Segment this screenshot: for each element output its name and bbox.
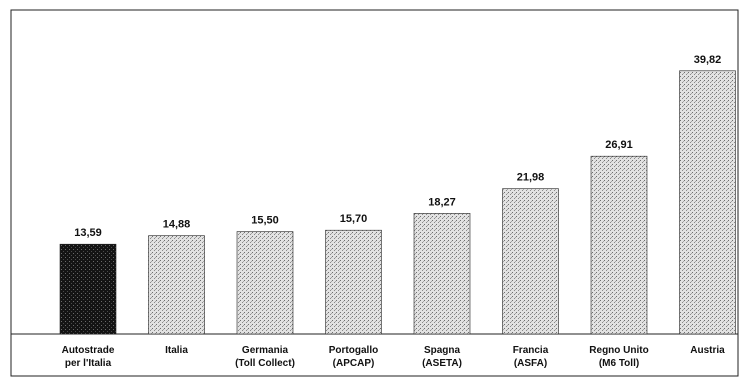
tick-label-autostrade-per-l-italia: Autostrade	[62, 345, 115, 356]
tick-label-regno-unito-m6-toll-line2: (M6 Toll)	[599, 358, 639, 369]
tick-label-francia-asfa: Francia	[513, 345, 549, 356]
bar-austria	[679, 70, 736, 335]
tick-label-germania-toll-collect: Germania	[242, 345, 289, 356]
tick-label-portogallo-apcap-line2: (APCAP)	[333, 358, 375, 369]
category-labels: Autostrade per l'Italia Italia Germania (Tol…	[62, 345, 726, 369]
bar-series	[59, 70, 736, 335]
chart-frame	[10, 9, 739, 377]
tick-label-italia: Italia	[165, 345, 188, 356]
tick-label-portogallo-apcap: Portogallo	[329, 345, 378, 356]
tick-label-autostrade-per-l-italia-line2: per l'Italia	[65, 358, 112, 369]
bar-autostrade-per-l-italia	[59, 243, 117, 335]
bar-spagna-aseta	[413, 213, 471, 335]
bar-francia-asfa	[502, 188, 559, 335]
bar-germania-toll-collect	[236, 231, 294, 335]
data-label-autostrade-per-l-italia: 13,59	[74, 227, 102, 239]
tick-label-francia-asfa-line2: (ASFA)	[514, 358, 547, 369]
data-label-germania-toll-collect: 15,50	[251, 215, 279, 227]
tick-label-spagna-aseta: Spagna	[424, 345, 461, 356]
data-label-spagna-aseta: 18,27	[428, 196, 456, 208]
tick-label-germania-toll-collect-line2: (Toll Collect)	[235, 358, 295, 369]
bar-portogallo-apcap	[325, 229, 382, 335]
data-label-francia-asfa: 21,98	[517, 172, 545, 184]
tick-label-spagna-aseta-line2: (ASETA)	[422, 358, 462, 369]
bar-italia	[148, 235, 205, 335]
tick-label-regno-unito-m6-toll: Regno Unito	[589, 345, 648, 356]
data-label-regno-unito-m6-toll: 26,91	[605, 139, 633, 151]
data-label-italia: 14,88	[163, 219, 191, 231]
data-label-portogallo-apcap: 15,70	[340, 213, 368, 225]
bar-regno-unito-m6-toll	[590, 155, 648, 335]
data-label-austria: 39,82	[694, 54, 722, 66]
tick-label-austria: Austria	[690, 345, 725, 356]
data-labels: 13,59 14,88 15,50 15,70 18,27 21,98 26,91 39,82	[74, 54, 721, 239]
